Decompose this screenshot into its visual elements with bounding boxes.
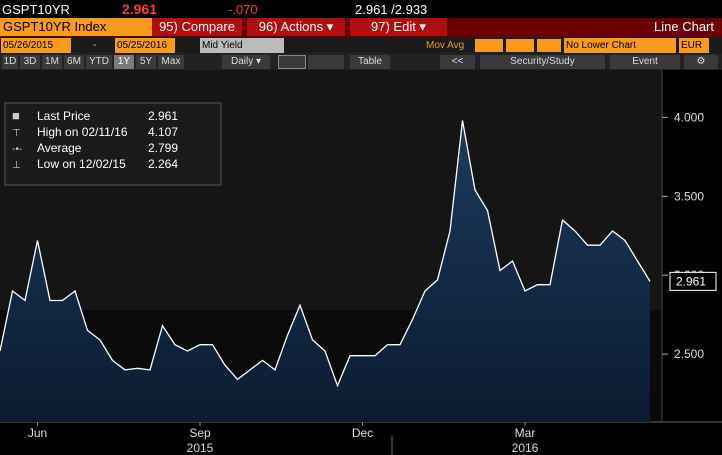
- legend: ■ Last Price 2.961 ⊤ High on 02/11/16 4.107 -•…: [4, 102, 222, 186]
- date-separator: -: [93, 40, 97, 51]
- price: 2.961: [122, 1, 158, 17]
- y-tick-label: 2.500: [674, 347, 704, 361]
- edit-button[interactable]: 97) Edit ▾: [350, 18, 447, 36]
- legend-label: Low on 12/02/15: [37, 157, 126, 171]
- range-button[interactable]: Max: [158, 55, 184, 69]
- x-tick-label: Sep: [189, 426, 211, 440]
- legend-value: 4.107: [148, 125, 178, 139]
- view-label: Line Chart: [452, 18, 722, 36]
- study-button[interactable]: Security/Study: [480, 55, 605, 69]
- bid-ask: 2.961 /2.933: [355, 2, 428, 17]
- legend-icon: ⊥: [12, 160, 21, 171]
- legend-icon: ⊤: [12, 128, 21, 139]
- range-button[interactable]: YTD: [86, 55, 112, 69]
- x-tick-label: Jun: [28, 426, 47, 440]
- last-price-label: 2.961: [676, 274, 706, 288]
- x-year-label: 2015: [187, 441, 214, 455]
- frequency-select[interactable]: Daily ▾: [222, 55, 270, 69]
- mov-avg-label: Mov Avg: [426, 40, 465, 51]
- security-field[interactable]: GSPT10YR Index: [0, 18, 153, 36]
- settings-bar: 05/26/2015 - 05/25/2016 Mid Yield Mov Av…: [0, 37, 722, 53]
- end-date[interactable]: 05/25/2016: [115, 38, 175, 53]
- mov-avg-input[interactable]: [506, 39, 534, 52]
- range-button[interactable]: 3D: [20, 55, 40, 69]
- legend-box: [4, 102, 222, 186]
- table-button[interactable]: Table: [350, 55, 390, 69]
- range-button[interactable]: 5Y: [136, 55, 156, 69]
- legend-label: High on 02/11/16: [37, 125, 128, 139]
- legend-value: 2.961: [148, 109, 178, 123]
- bar-icon[interactable]: [308, 55, 344, 69]
- legend-value: 2.799: [148, 141, 178, 155]
- change: -.070: [228, 2, 258, 17]
- legend-label: Last Price: [37, 109, 91, 123]
- legend-icon: ■: [12, 108, 20, 123]
- y-tick-label: 4.000: [674, 110, 704, 124]
- range-button[interactable]: 1Y: [114, 55, 134, 69]
- controls-bar: Daily ▾ Table << Security/Study Event ⚙ …: [0, 53, 722, 70]
- legend-icon: -•-: [12, 144, 22, 155]
- start-date[interactable]: 05/26/2015: [1, 38, 71, 53]
- legend-label: Average: [37, 141, 82, 155]
- event-button[interactable]: Event: [610, 55, 680, 69]
- header-bar: GSPT10YR 2.961 -.070 2.961 /2.933: [0, 0, 722, 18]
- x-tick-label: Mar: [515, 426, 536, 440]
- actions-button[interactable]: 96) Actions ▾: [247, 18, 345, 36]
- range-button[interactable]: 1D: [2, 55, 18, 69]
- ticker: GSPT10YR: [2, 2, 70, 17]
- line-icon[interactable]: [278, 55, 306, 69]
- currency-select[interactable]: EUR: [679, 38, 709, 53]
- mov-avg-input[interactable]: [475, 39, 503, 52]
- x-tick-label: Dec: [352, 426, 373, 440]
- last-price-tag: [669, 271, 717, 291]
- x-year-label: 2016: [512, 441, 539, 455]
- price-line: [0, 120, 651, 388]
- range-button[interactable]: 1M: [42, 55, 62, 69]
- compare-button[interactable]: 95) Compare: [152, 18, 242, 36]
- area-fill: [0, 120, 650, 422]
- field-select[interactable]: Mid Yield: [200, 38, 284, 53]
- back-button[interactable]: <<: [440, 55, 475, 69]
- y-tick-label: 3.500: [674, 189, 704, 203]
- lower-chart-select[interactable]: No Lower Chart: [564, 38, 676, 53]
- mov-avg-input[interactable]: [537, 39, 561, 52]
- legend-value: 2.264: [148, 157, 178, 171]
- settings-button[interactable]: ⚙: [684, 55, 718, 69]
- range-button[interactable]: 6M: [64, 55, 84, 69]
- toolbar: GSPT10YR Index 95) Compare 96) Actions ▾…: [0, 18, 722, 37]
- chart: 2.5003.0003.5004.000JunSep2015DecMar2016…: [0, 70, 722, 455]
